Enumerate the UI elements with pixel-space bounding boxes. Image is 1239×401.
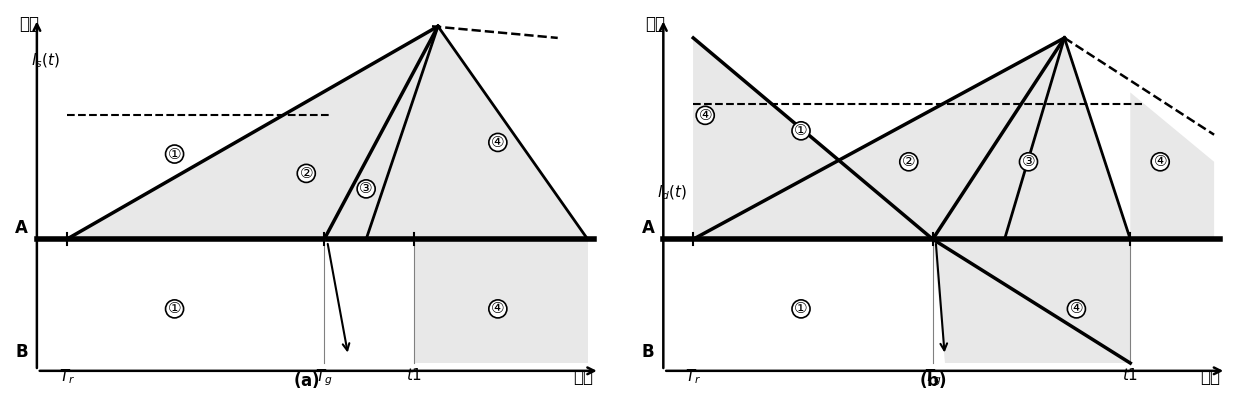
Text: $T_g$: $T_g$	[316, 367, 333, 387]
Text: $t1$: $t1$	[1123, 367, 1139, 383]
Text: ①: ①	[794, 302, 808, 316]
Text: A: A	[15, 219, 28, 237]
Text: ③: ③	[1022, 154, 1036, 169]
Text: $T_r$: $T_r$	[685, 367, 701, 386]
Text: $T_g$: $T_g$	[924, 367, 942, 387]
Text: ②: ②	[300, 166, 313, 181]
Text: ④: ④	[699, 108, 712, 123]
Text: A: A	[642, 219, 654, 237]
Text: B: B	[15, 343, 28, 361]
Text: ③: ③	[359, 181, 373, 196]
Text: $T_r$: $T_r$	[58, 367, 74, 386]
Text: ①: ①	[794, 124, 808, 138]
Text: 位置: 位置	[646, 15, 665, 33]
Text: ④: ④	[1154, 154, 1167, 169]
Text: 时间: 时间	[574, 368, 593, 386]
Text: 时间: 时间	[1201, 368, 1220, 386]
Polygon shape	[67, 26, 587, 239]
Text: $\mathbf{(b)}$: $\mathbf{(b)}$	[919, 370, 947, 390]
Polygon shape	[1130, 92, 1214, 239]
Polygon shape	[933, 239, 1130, 363]
Polygon shape	[694, 38, 839, 239]
Polygon shape	[414, 239, 587, 363]
Text: $t1$: $t1$	[406, 367, 422, 383]
Text: ②: ②	[902, 154, 916, 169]
Polygon shape	[694, 38, 1130, 239]
Text: ④: ④	[1069, 302, 1083, 316]
Text: ①: ①	[167, 302, 181, 316]
Text: $l_d(t)$: $l_d(t)$	[658, 184, 688, 202]
Text: $l_s(t)$: $l_s(t)$	[31, 52, 59, 70]
Text: 位置: 位置	[19, 15, 38, 33]
Text: ④: ④	[491, 135, 504, 150]
Text: $\mathbf{(a)}$: $\mathbf{(a)}$	[292, 370, 320, 390]
Text: ①: ①	[167, 146, 181, 162]
Text: ④: ④	[491, 302, 504, 316]
Text: B: B	[642, 343, 654, 361]
